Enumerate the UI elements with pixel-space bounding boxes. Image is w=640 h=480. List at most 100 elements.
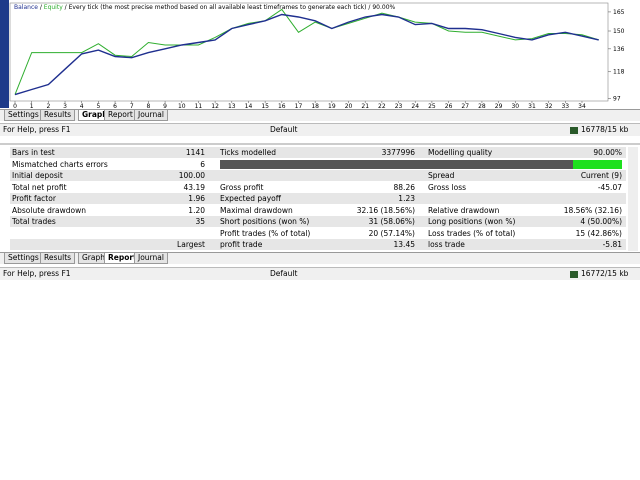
x-tick-label: 17 [295, 103, 303, 110]
equity-line [14, 8, 599, 95]
report-value: 100.00 [178, 171, 205, 180]
x-tick-label: 29 [495, 103, 503, 110]
row-bg [10, 239, 626, 250]
report-label: Gross profit [220, 182, 264, 192]
tab-bar: Settings Results Graph Report Journal [0, 252, 640, 264]
status-help: For Help, press F1 [3, 269, 71, 278]
x-tick-label: 26 [445, 103, 453, 110]
report-value: -45.07 [597, 182, 622, 192]
graph: Balance / Equity / Every tick (the most … [0, 0, 640, 110]
tab[interactable]: Settings [4, 253, 43, 264]
status-profile: Default [270, 125, 298, 134]
report-label: Expected payoff [220, 194, 281, 203]
report-label: profit trade [220, 240, 263, 249]
y-tick-label: 150 [613, 28, 625, 35]
report-value: 90.00% [593, 148, 622, 157]
status-help: For Help, press F1 [3, 125, 71, 134]
report-value: 13.45 [393, 240, 415, 249]
quality-bar-fill [573, 160, 622, 169]
tab[interactable]: Results [40, 110, 76, 121]
report: Bars in test 1141 Ticks modelled 3377996 Mod… [0, 147, 640, 251]
row-bg [10, 216, 626, 227]
report-value: 35 [195, 217, 205, 226]
report-label: Absolute drawdown [12, 205, 86, 215]
balance-line [14, 13, 599, 96]
report-value: 18.56% (32.16) [563, 205, 622, 215]
tab[interactable]: Settings [4, 110, 43, 121]
legend-part: Equity [44, 4, 63, 11]
report-value: 1.96 [188, 194, 205, 203]
x-tick-label: 8 [146, 103, 150, 110]
x-tick-label: 24 [411, 103, 419, 110]
x-tick-label: 32 [545, 103, 553, 110]
report-value: 31 (58.06%) [368, 217, 415, 226]
tab[interactable]: Journal [134, 253, 168, 264]
plot-frame [9, 2, 609, 102]
x-tick-label: 13 [228, 103, 236, 110]
x-tick-label: 7 [130, 103, 134, 110]
report-label: Loss trades (% of total) [428, 228, 516, 238]
status-memory: 16778/15 kb [581, 125, 629, 134]
report-label: Maximal drawdown [220, 205, 293, 215]
x-tick-label: 21 [361, 103, 369, 110]
tab[interactable]: Report [104, 110, 137, 121]
report-value: Largest [177, 240, 205, 249]
status-bar: For Help, press F1 Default 16772/15 kb [0, 267, 640, 280]
quality-bar [220, 160, 573, 169]
y-tick-label: 136 [613, 46, 625, 53]
scrollbar[interactable] [628, 147, 638, 251]
x-tick-label: 4 [80, 103, 84, 110]
x-tick-label: 18 [311, 103, 319, 110]
tab[interactable]: Results [40, 253, 76, 264]
report-value: 6 [200, 159, 205, 169]
x-tick-label: 3 [63, 103, 67, 110]
x-tick-label: 22 [378, 103, 386, 110]
x-tick-label: 31 [528, 103, 536, 110]
tab[interactable]: Journal [134, 110, 168, 121]
row-bg [10, 193, 626, 204]
report-value: 4 (50.00%) [580, 217, 622, 226]
x-tick-label: 23 [395, 103, 403, 110]
x-tick-label: 10 [178, 103, 186, 110]
x-tick-label: 2 [46, 103, 50, 110]
report-value: 3377996 [381, 148, 415, 157]
row-bg [10, 170, 626, 181]
report-value: 43.19 [183, 182, 205, 192]
x-tick-label: 34 [578, 103, 586, 110]
x-tick-label: 0 [13, 103, 17, 110]
x-tick-label: 5 [96, 103, 100, 110]
status-bar: For Help, press F1 Default 16778/15 kb [0, 123, 640, 136]
y-tick-label: 118 [613, 69, 625, 76]
report-label: Initial deposit [12, 171, 63, 180]
tab-bar: Settings Results Graph Report Journal [0, 109, 640, 121]
x-tick-label: 9 [163, 103, 167, 110]
x-tick-label: 6 [113, 103, 117, 110]
report-value: 88.26 [393, 182, 415, 192]
x-tick-label: 1 [30, 103, 34, 110]
x-tick-label: 15 [261, 103, 269, 110]
report-label: Profit factor [12, 194, 56, 203]
y-tick-label: 97 [613, 95, 621, 102]
report-label: Total net profit [12, 182, 67, 192]
report-value: 20 (57.14%) [368, 228, 415, 238]
report-label: Modelling quality [428, 148, 493, 157]
status-profile: Default [270, 269, 298, 278]
report-label: Relative drawdown [428, 205, 500, 215]
report-label: Ticks modelled [220, 148, 277, 157]
report-label: Profit trades (% of total) [220, 228, 311, 238]
x-tick-label: 20 [345, 103, 353, 110]
legend-part: / Every tick (the most precise method ba… [63, 4, 396, 11]
report-label: Gross loss [428, 182, 467, 192]
x-tick-label: 19 [328, 103, 336, 110]
report-value: 1.23 [398, 194, 415, 203]
x-tick-label: 12 [211, 103, 219, 110]
report-label: Total trades [12, 217, 56, 226]
report-label: Mismatched charts errors [12, 159, 108, 169]
legend-part: Balance [14, 4, 38, 11]
x-tick-label: 14 [245, 103, 253, 110]
y-tick-label: 165 [613, 9, 625, 16]
report-value: Current (9) [580, 171, 622, 180]
x-tick-label: 25 [428, 103, 436, 110]
legend: Balance / Equity / Every tick (the most … [14, 4, 396, 11]
